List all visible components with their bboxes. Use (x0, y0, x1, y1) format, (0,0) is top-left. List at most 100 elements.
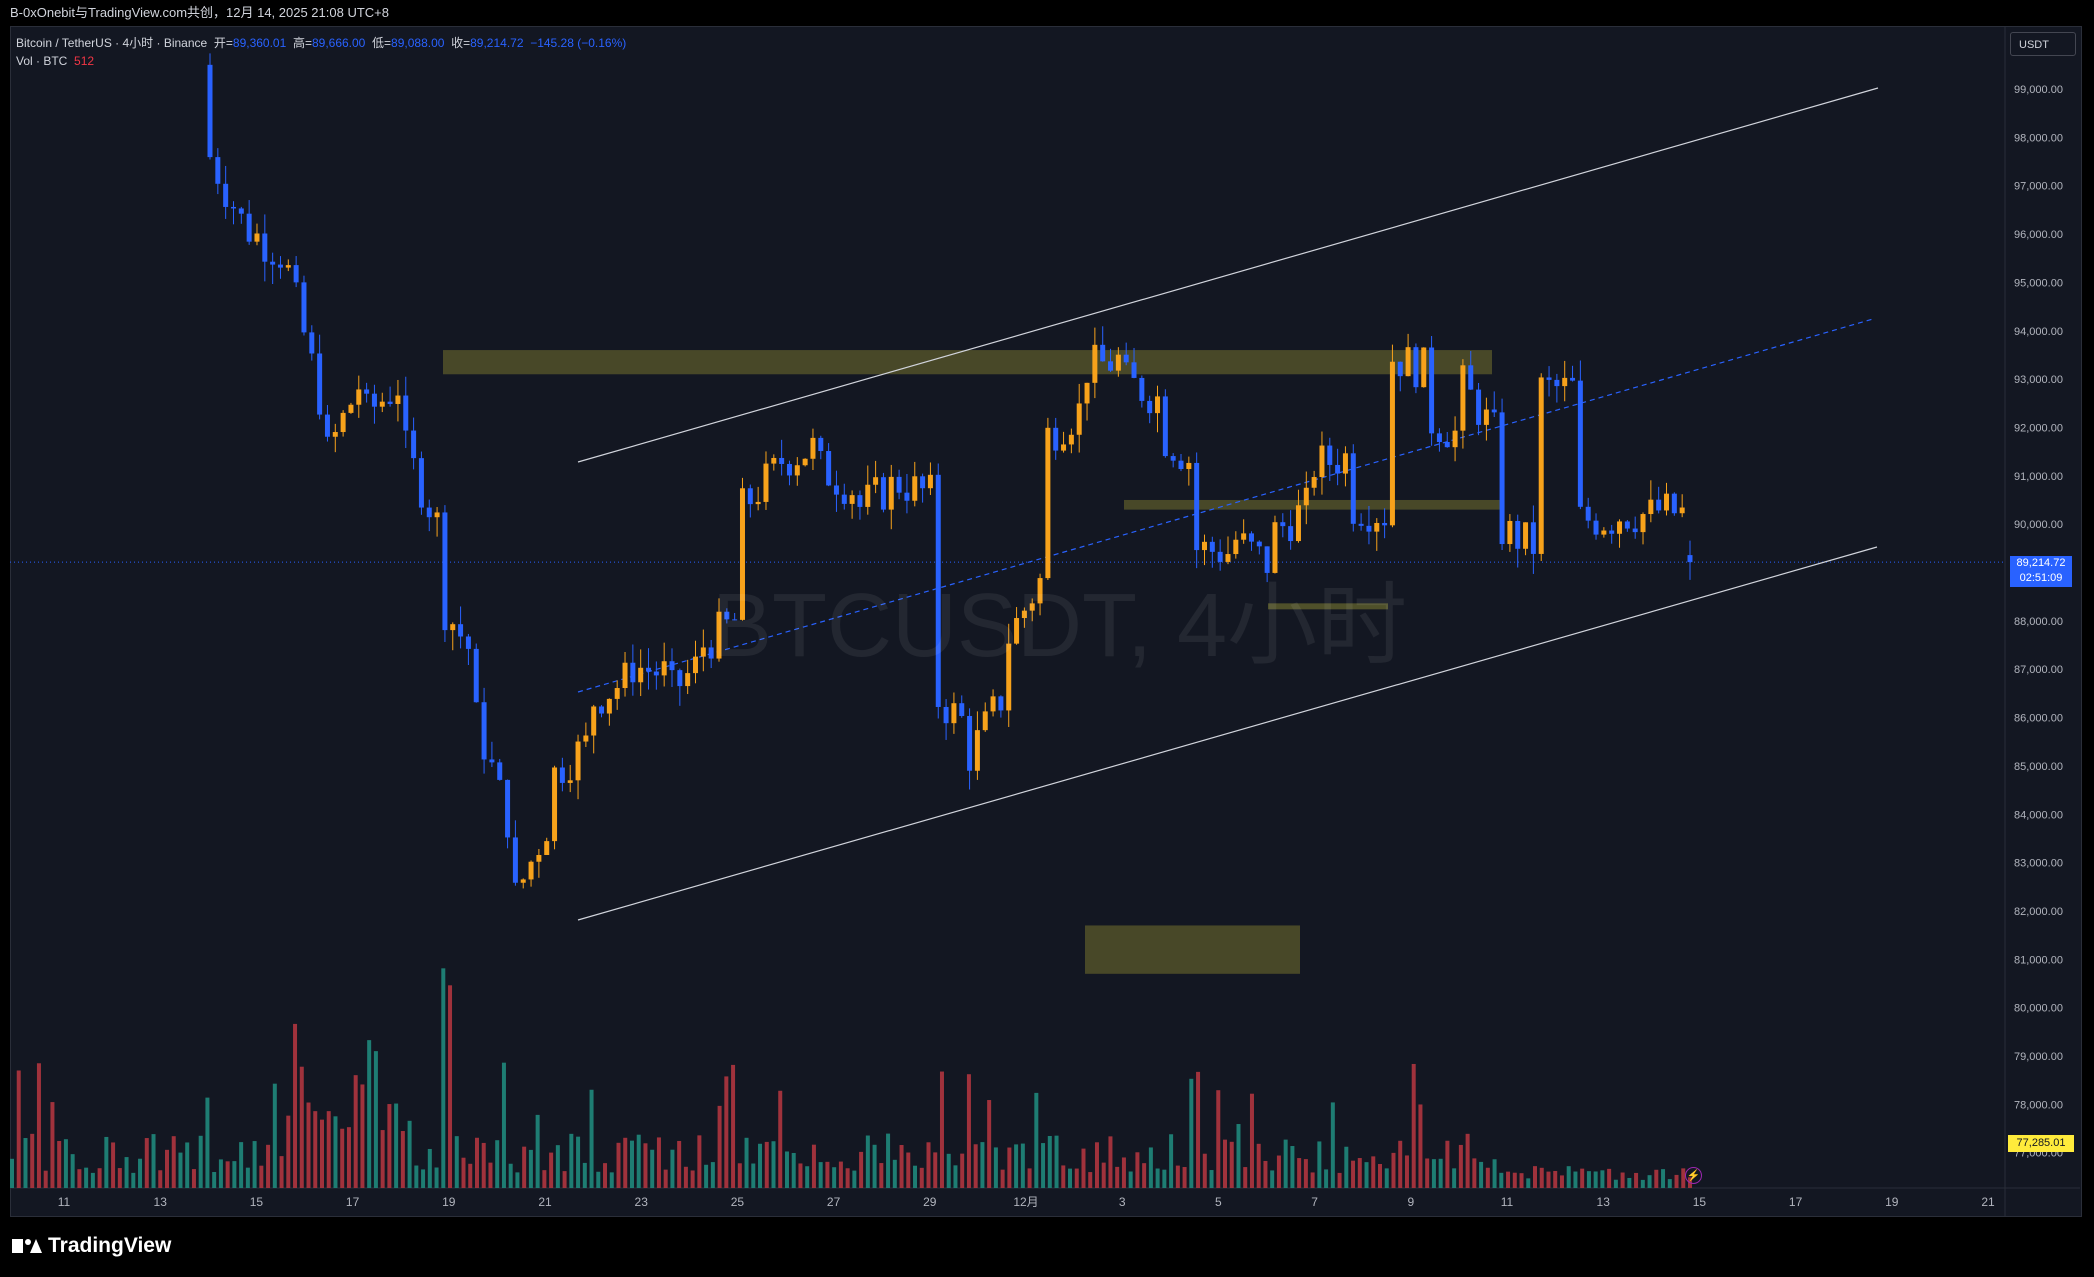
channel-lower-line[interactable] (577, 546, 1878, 921)
candle-body[interactable] (1194, 462, 1200, 551)
candle-body[interactable] (1319, 445, 1325, 478)
candle-body[interactable] (1170, 456, 1176, 461)
candle-body[interactable] (1327, 445, 1333, 465)
currency-button[interactable]: USDT (2010, 32, 2076, 56)
candle-body[interactable] (1209, 541, 1215, 552)
candle-body[interactable] (614, 688, 620, 699)
candle-body[interactable] (724, 611, 730, 620)
candle-body[interactable] (833, 485, 839, 495)
candle-body[interactable] (371, 393, 377, 407)
candle-body[interactable] (489, 759, 495, 763)
candle-body[interactable] (1382, 522, 1388, 526)
candle-body[interactable] (747, 488, 753, 505)
candle-body[interactable] (630, 662, 636, 683)
candle-body[interactable] (1350, 453, 1356, 524)
candle-body[interactable] (1617, 521, 1623, 534)
candle-body[interactable] (755, 501, 761, 505)
candle-body[interactable] (1123, 354, 1129, 363)
candle-body[interactable] (1021, 610, 1027, 619)
candle-body[interactable] (1507, 520, 1513, 545)
candle-body[interactable] (293, 265, 299, 283)
candle-body[interactable] (270, 261, 276, 265)
candle-body[interactable] (1186, 462, 1192, 470)
candle-body[interactable] (700, 647, 706, 657)
candle-body[interactable] (1342, 453, 1348, 474)
candle-body[interactable] (1436, 433, 1442, 443)
legend-vol-label[interactable]: Vol · BTC (16, 54, 68, 68)
candle-body[interactable] (207, 64, 213, 158)
candle-body[interactable] (1272, 522, 1278, 573)
candle-body[interactable] (1413, 347, 1419, 388)
candle-body[interactable] (1460, 365, 1466, 431)
candle-body[interactable] (1280, 522, 1286, 527)
candle-body[interactable] (1664, 493, 1670, 511)
candle-body[interactable] (943, 706, 949, 724)
candle-body[interactable] (285, 265, 291, 268)
resistance-zone[interactable] (443, 350, 1492, 375)
candle-body[interactable] (559, 767, 565, 783)
candle-body[interactable] (1100, 344, 1106, 362)
candle-body[interactable] (536, 854, 542, 862)
candle-body[interactable] (277, 264, 283, 268)
candle-body[interactable] (732, 619, 738, 621)
candle-body[interactable] (622, 662, 628, 689)
candle-body[interactable] (935, 474, 941, 707)
candle-body[interactable] (1366, 525, 1372, 532)
candle-body[interactable] (1178, 460, 1184, 470)
candle-body[interactable] (849, 495, 855, 504)
candle-body[interactable] (1155, 396, 1161, 414)
candle-body[interactable] (450, 624, 456, 631)
candle-body[interactable] (974, 730, 980, 771)
candle-body[interactable] (927, 474, 933, 489)
candle-body[interactable] (1201, 541, 1207, 551)
channel-upper-line[interactable] (577, 87, 1879, 463)
candle-body[interactable] (552, 767, 558, 842)
candle-body[interactable] (512, 837, 518, 883)
candle-body[interactable] (1546, 377, 1552, 380)
candle-body[interactable] (1476, 389, 1482, 425)
candle-body[interactable] (1523, 522, 1529, 549)
candle-body[interactable] (1233, 539, 1239, 555)
candle-body[interactable] (1530, 522, 1536, 554)
candle-body[interactable] (739, 488, 745, 620)
candle-body[interactable] (990, 696, 996, 712)
candle-body[interactable] (1084, 382, 1090, 404)
candle-body[interactable] (238, 208, 244, 214)
candle-body[interactable] (896, 476, 902, 493)
candle-body[interactable] (1162, 396, 1168, 457)
candle-body[interactable] (1014, 618, 1020, 644)
candle-body[interactable] (1562, 377, 1568, 387)
candle-body[interactable] (1624, 521, 1630, 529)
candle-body[interactable] (356, 389, 362, 405)
candle-body[interactable] (223, 183, 229, 207)
lower-zone[interactable] (1085, 925, 1300, 974)
candle-body[interactable] (1053, 427, 1059, 451)
candle-body[interactable] (442, 512, 448, 631)
candle-body[interactable] (1045, 427, 1051, 579)
candle-body[interactable] (857, 495, 863, 507)
candle-body[interactable] (1108, 361, 1114, 371)
candle-body[interactable] (1131, 362, 1137, 378)
candle-body[interactable] (1468, 365, 1474, 390)
candle-body[interactable] (1311, 477, 1317, 488)
candle-body[interactable] (332, 432, 338, 437)
candlestick-chart[interactable]: 99,000.00 98,000.00 97,000.00 96,000.00 95,0… (0, 0, 2094, 1217)
candle-body[interactable] (1640, 514, 1646, 533)
candle-body[interactable] (786, 463, 792, 476)
candle-body[interactable] (411, 430, 417, 459)
candle-body[interactable] (1601, 530, 1607, 535)
candle-body[interactable] (1217, 551, 1223, 562)
candle-body[interactable] (653, 671, 659, 676)
candle-body[interactable] (528, 861, 534, 880)
candle-body[interactable] (873, 477, 879, 485)
candle-body[interactable] (810, 437, 816, 459)
candle-body[interactable] (434, 512, 440, 518)
candle-body[interactable] (826, 451, 832, 486)
candle-body[interactable] (1444, 442, 1450, 448)
mid-zone[interactable] (1124, 499, 1500, 510)
candle-body[interactable] (967, 715, 973, 771)
candle-body[interactable] (1076, 403, 1082, 435)
candle-body[interactable] (309, 332, 315, 354)
candle-body[interactable] (1632, 528, 1638, 533)
candle-body[interactable] (802, 458, 808, 466)
